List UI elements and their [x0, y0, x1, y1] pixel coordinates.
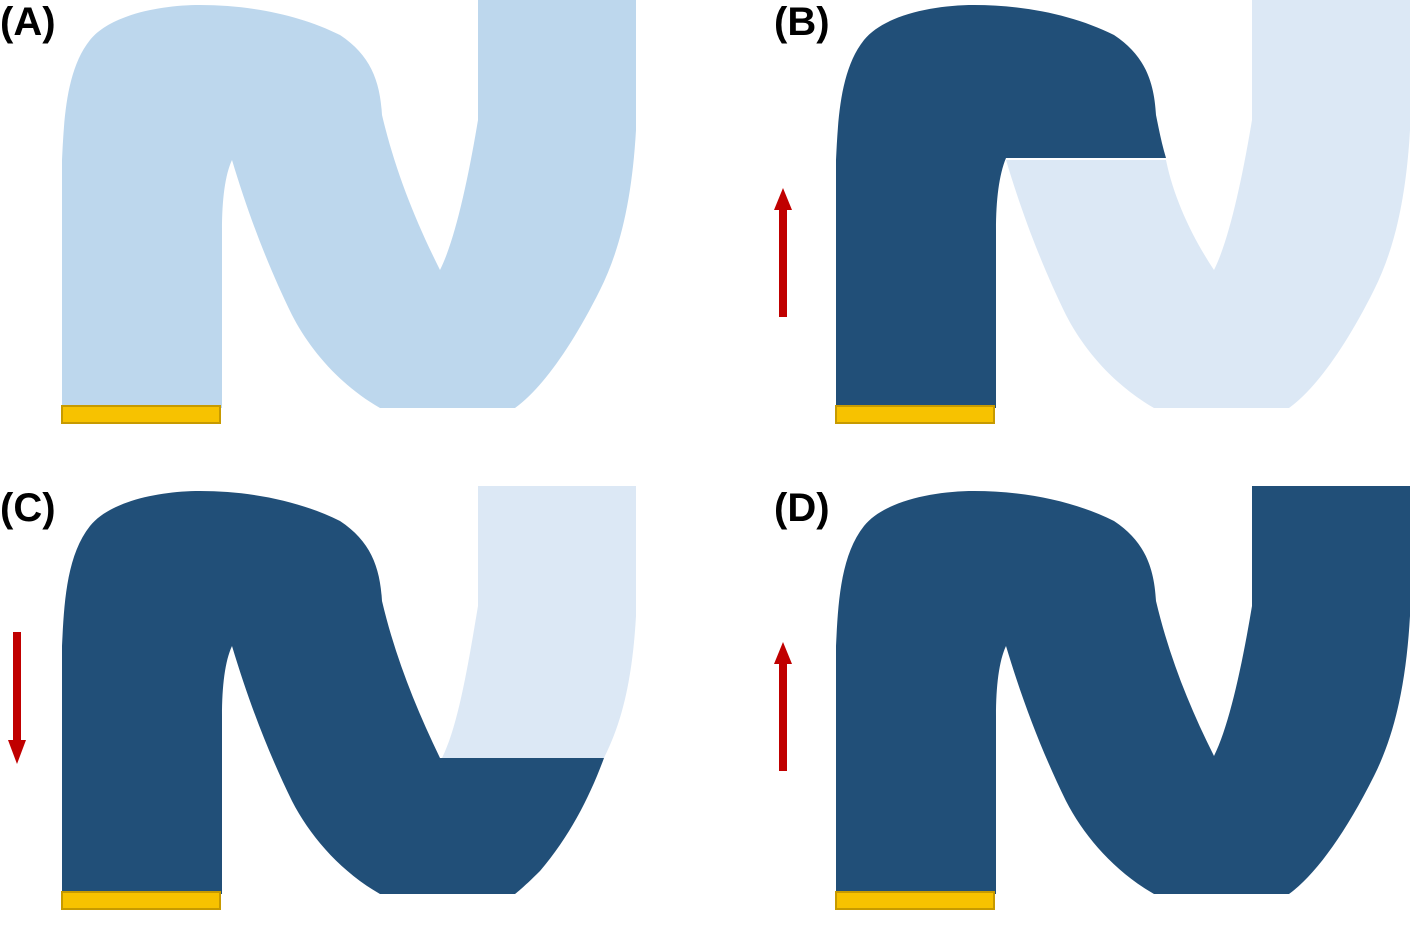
- channel-empty-region: [1006, 0, 1410, 408]
- arrow-up-icon: [774, 188, 792, 317]
- channel-diagram-c: [8, 486, 636, 910]
- panel-label-a: (A): [0, 0, 56, 44]
- electrode-bar: [835, 891, 995, 910]
- arrow-down-icon: [8, 632, 26, 764]
- panel-label-d: (D): [774, 486, 830, 530]
- panel-a: (A): [0, 0, 705, 456]
- electrode-bar: [61, 405, 221, 424]
- channel-filled-region: [836, 5, 1166, 408]
- panel-label-b: (B): [774, 0, 830, 44]
- channel-empty-shape: [62, 0, 636, 408]
- panel-label-c: (C): [0, 486, 56, 530]
- electrode-bar: [61, 891, 221, 910]
- channel-diagram-a: [61, 0, 636, 424]
- electrode-bar: [835, 405, 995, 424]
- panel-b: (B): [774, 0, 1411, 456]
- panel-d: (D): [774, 486, 1411, 942]
- channel-empty-region: [442, 486, 636, 758]
- panel-c: (C): [0, 486, 705, 942]
- channel-diagram-b: [774, 0, 1410, 424]
- channel-filled-shape: [836, 486, 1410, 894]
- channel-diagram-d: [774, 486, 1410, 910]
- channel-filled-region: [62, 491, 604, 894]
- arrow-up-icon: [774, 642, 792, 771]
